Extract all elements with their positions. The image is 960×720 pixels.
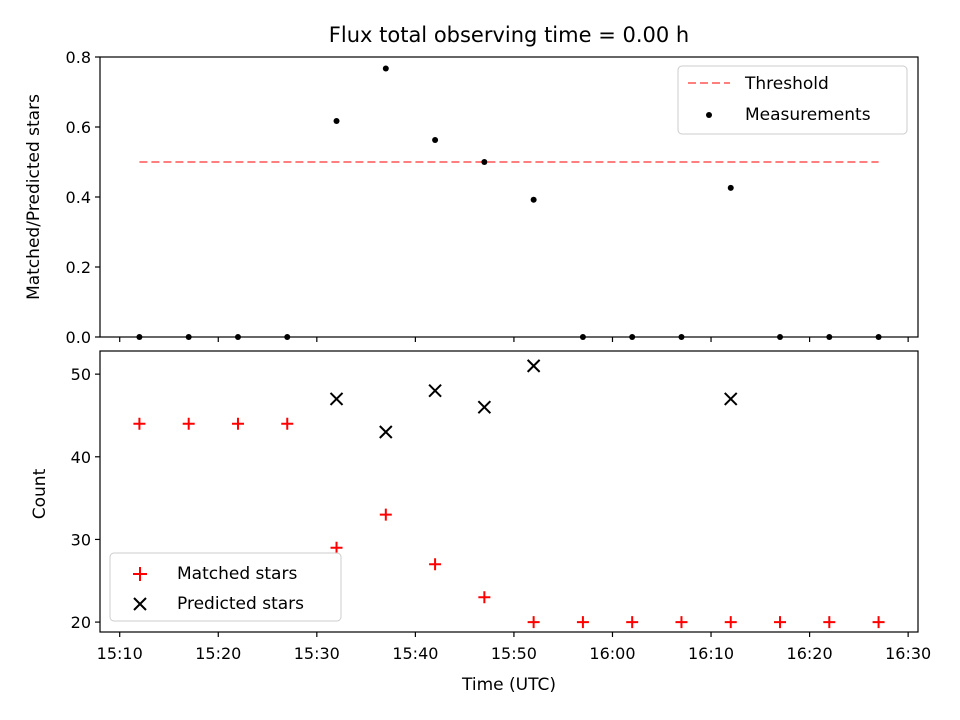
matched-stars-point <box>675 616 688 629</box>
top-y-ticks: 0.0 0.2 0.4 0.6 0.8 <box>66 48 100 347</box>
matched-stars-point <box>231 417 244 430</box>
matched-stars-point <box>182 417 195 430</box>
top-marks <box>136 65 882 340</box>
top-x-ticks <box>119 337 909 342</box>
top-panel: Matched/Predicted stars 0.00.20.40.60.8 … <box>24 48 919 347</box>
legend-measurements-swatch <box>706 112 712 118</box>
bottom-legend: Matched stars Predicted stars <box>109 552 342 622</box>
bottom-y-tick-label: 40 <box>71 448 91 467</box>
matched-stars-point <box>379 508 392 521</box>
bottom-x-tick-label: 16:30 <box>885 644 931 663</box>
predicted-stars-point <box>379 425 393 439</box>
bottom-panel: Count Time (UTC) 20 30 40 50 15:10 15:20 15:3… <box>30 350 931 695</box>
bottom-x-tick-label: 15:30 <box>294 644 340 663</box>
measurement-point <box>727 184 734 191</box>
bottom-marks <box>133 359 885 629</box>
predicted-stars-point <box>477 400 492 414</box>
top-y-tick-label: 0.6 <box>66 118 91 137</box>
legend-matched-swatch <box>133 567 147 581</box>
bottom-x-ticks: 15:10 15:20 15:30 15:40 15:50 16:00 16:10 16:20… <box>97 632 931 663</box>
top-legend: Threshold Measurements <box>677 65 908 135</box>
top-y-tick-label: 0.4 <box>66 188 91 207</box>
matched-stars-point <box>330 541 343 554</box>
bottom-x-tick-label: 15:10 <box>97 644 143 663</box>
bottom-x-tick-label: 15:40 <box>392 644 438 663</box>
bottom-axes-frame <box>99 350 919 633</box>
matched-stars-point <box>133 417 146 430</box>
legend-threshold-label: Threshold <box>744 74 829 94</box>
bottom-x-tick-label: 16:00 <box>589 644 635 663</box>
predicted-stars-point <box>428 383 442 398</box>
predicted-stars-point <box>526 359 541 373</box>
legend-matched-label: Matched stars <box>177 564 297 584</box>
legend-predicted-swatch <box>133 597 147 611</box>
bottom-x-tick-label: 15:50 <box>491 644 537 663</box>
predicted-stars-point <box>724 392 738 406</box>
matched-stars-point <box>724 616 737 629</box>
matched-stars-point <box>872 616 885 629</box>
matched-stars-point <box>823 616 836 629</box>
measurement-point <box>382 65 389 72</box>
matched-stars-point <box>576 616 589 629</box>
bottom-x-tick-label: 15:20 <box>195 644 241 663</box>
matched-stars-point <box>281 417 294 430</box>
measurement-point <box>333 118 340 125</box>
bottom-y-tick-label: 50 <box>71 365 91 384</box>
top-y-tick-label: 0.2 <box>66 258 91 277</box>
top-y-tick-label: 0.0 <box>66 328 91 347</box>
matched-stars-point <box>478 591 491 604</box>
legend-measurements-label: Measurements <box>745 105 871 125</box>
bottom-y-tick-label: 20 <box>71 613 91 632</box>
top-y-tick-label: 0.8 <box>66 48 91 67</box>
measurement-point <box>481 159 488 165</box>
bottom-x-axis-label: Time (UTC) <box>461 675 556 695</box>
bottom-legend-box <box>109 552 342 622</box>
predicted-stars-point <box>329 392 344 406</box>
bottom-y-ticks: 20 30 40 50 <box>71 365 100 632</box>
top-axes-frame <box>99 56 919 338</box>
bottom-x-tick-label: 16:10 <box>688 644 734 663</box>
measurement-point <box>530 196 537 203</box>
matched-stars-point <box>527 616 540 629</box>
bottom-y-tick-label: 30 <box>71 530 91 549</box>
chart-title: Flux total observing time = 0.00 h <box>329 23 689 47</box>
matched-stars-point <box>774 616 787 629</box>
top-legend-box <box>677 65 908 135</box>
measurement-point <box>432 136 439 143</box>
bottom-x-tick-label: 16:20 <box>787 644 833 663</box>
top-y-axis-label: Matched/Predicted stars <box>24 94 44 300</box>
legend-predicted-label: Predicted stars <box>177 594 304 614</box>
bottom-y-axis-label: Count <box>30 468 50 519</box>
matched-stars-point <box>429 558 442 571</box>
matched-stars-point <box>626 616 639 629</box>
